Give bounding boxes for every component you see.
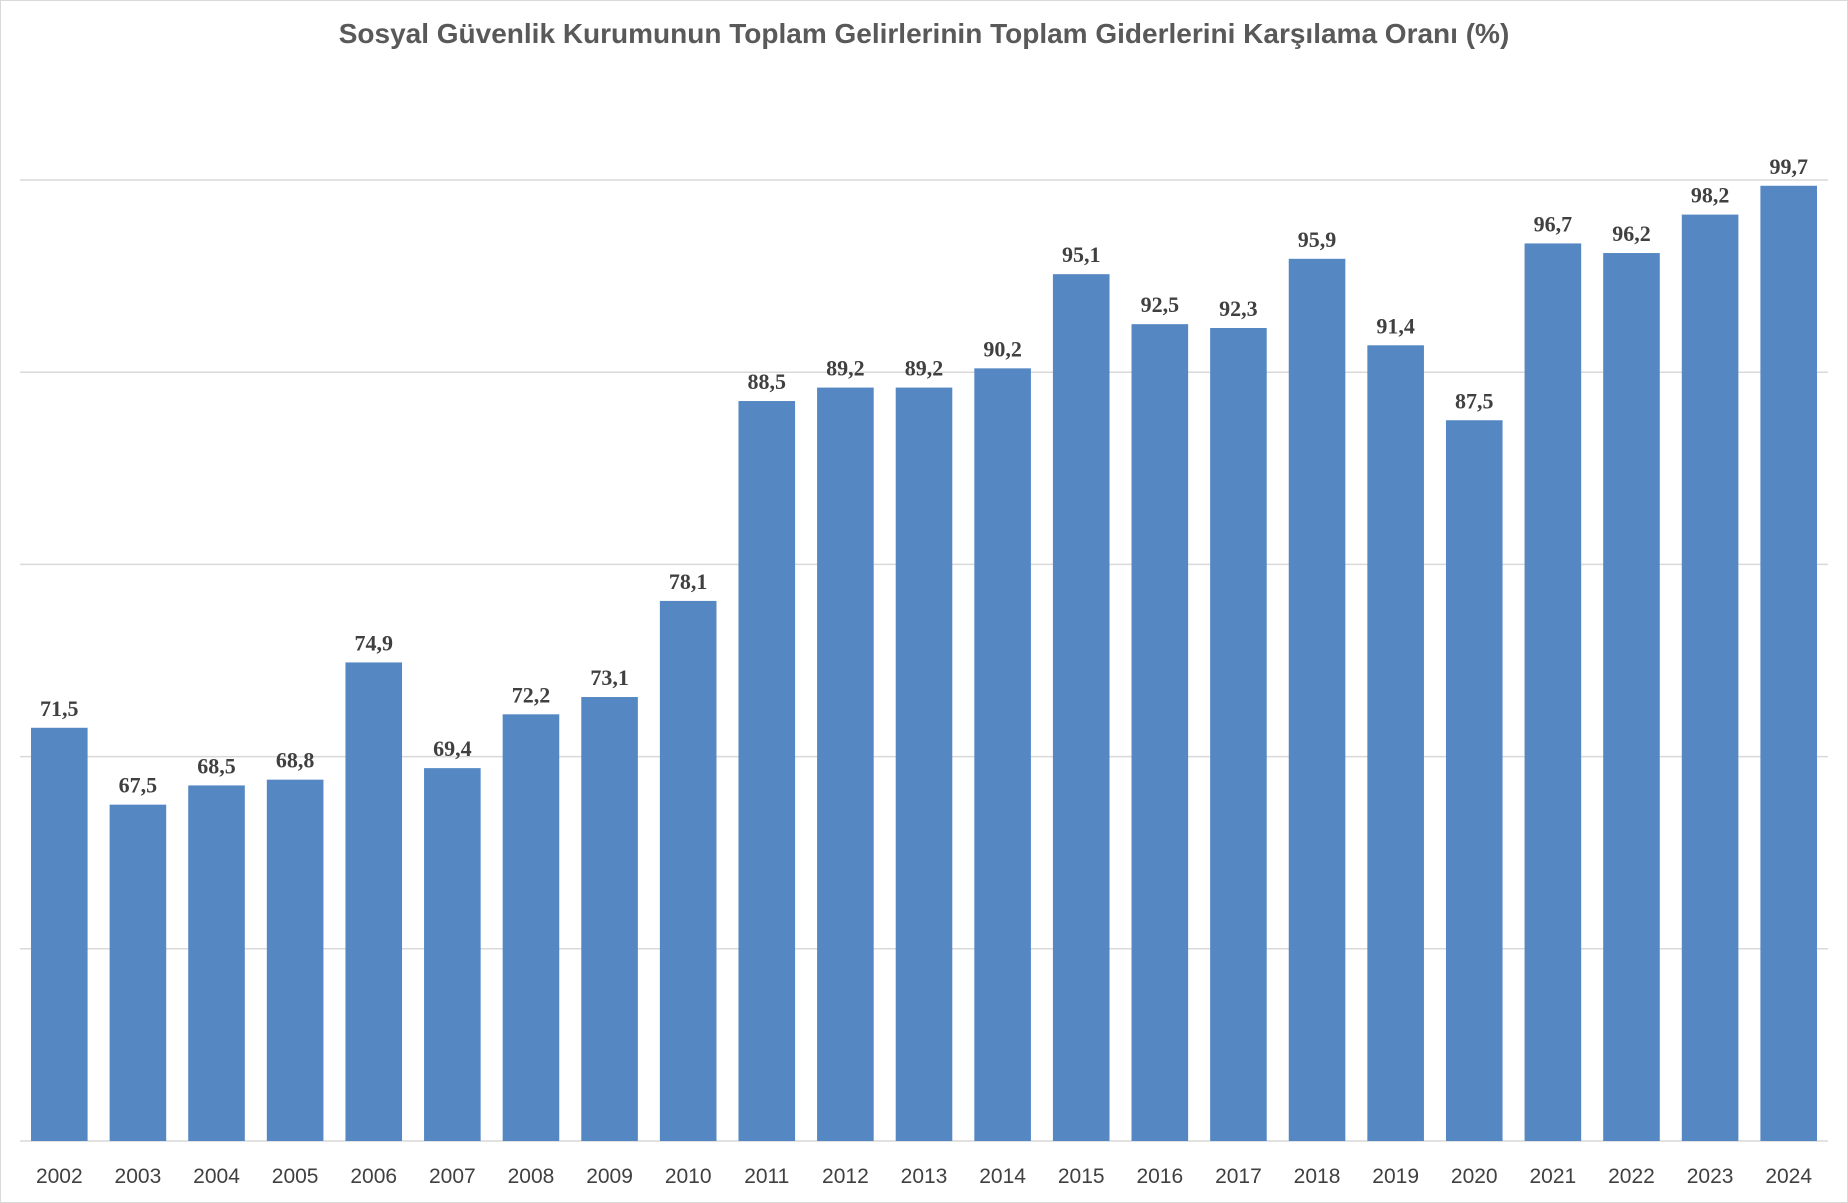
bar-2011 (738, 401, 796, 1141)
data-label-2016: 92,5 (1141, 292, 1180, 317)
x-tick-2022: 2022 (1608, 1165, 1655, 1188)
data-label-2013: 89,2 (905, 356, 944, 381)
data-label-2021: 96,7 (1534, 211, 1573, 236)
bar-2005 (266, 779, 324, 1141)
x-tick-2008: 2008 (508, 1165, 555, 1188)
data-label-2005: 68,8 (276, 748, 315, 773)
bar-2019 (1367, 345, 1424, 1141)
chart-title: Sosyal Güvenlik Kurumunun Toplam Gelirle… (338, 18, 1510, 49)
data-label-2024: 99,7 (1769, 154, 1808, 179)
bar-2016 (1131, 324, 1189, 1141)
data-label-2020: 87,5 (1455, 388, 1494, 413)
x-tick-2004: 2004 (193, 1165, 240, 1188)
bar-2013 (895, 387, 953, 1141)
data-label-2012: 89,2 (826, 356, 865, 381)
bar-2010 (659, 600, 717, 1141)
bar-2003 (109, 804, 167, 1141)
data-label-2014: 90,2 (983, 336, 1022, 361)
x-tick-2010: 2010 (665, 1165, 712, 1188)
x-tick-2021: 2021 (1530, 1165, 1577, 1188)
data-label-2009: 73,1 (590, 665, 629, 690)
bar-2006 (345, 662, 403, 1141)
x-tick-2023: 2023 (1687, 1165, 1734, 1188)
data-label-2017: 92,3 (1219, 296, 1258, 321)
bar-2021 (1524, 243, 1582, 1141)
x-tick-2011: 2011 (744, 1165, 789, 1188)
bars (31, 185, 1817, 1142)
bar-2002 (31, 727, 88, 1141)
bar-2024 (1760, 185, 1817, 1142)
data-label-2011: 88,5 (748, 369, 787, 394)
x-tick-2018: 2018 (1294, 1165, 1341, 1188)
bar-2015 (1052, 274, 1110, 1142)
bar-2023 (1681, 214, 1739, 1141)
bar-2018 (1288, 258, 1346, 1141)
data-label-2002: 71,5 (40, 696, 79, 721)
data-label-2022: 96,2 (1612, 221, 1651, 246)
data-label-2023: 98,2 (1691, 183, 1730, 208)
data-label-2019: 91,4 (1376, 313, 1415, 338)
x-tick-2007: 2007 (429, 1165, 476, 1188)
x-tick-2019: 2019 (1372, 1165, 1419, 1188)
bar-2020 (1445, 420, 1503, 1141)
bar-2008 (502, 714, 560, 1141)
bar-2022 (1603, 253, 1660, 1141)
bar-2017 (1210, 327, 1267, 1141)
data-label-2010: 78,1 (669, 569, 708, 594)
x-tick-2024: 2024 (1765, 1165, 1812, 1188)
x-tick-2006: 2006 (350, 1165, 397, 1188)
data-label-2006: 74,9 (354, 630, 393, 655)
x-tick-2014: 2014 (979, 1165, 1026, 1188)
data-label-2004: 68,5 (197, 753, 236, 778)
data-label-2015: 95,1 (1062, 242, 1101, 267)
data-label-2007: 69,4 (433, 736, 472, 761)
x-tick-2002: 2002 (36, 1165, 83, 1188)
x-tick-2017: 2017 (1215, 1165, 1262, 1188)
bar-2004 (188, 785, 245, 1141)
x-tick-2013: 2013 (901, 1165, 948, 1188)
x-tick-2020: 2020 (1451, 1165, 1498, 1188)
data-label-2003: 67,5 (119, 773, 158, 798)
bar-2014 (974, 368, 1031, 1142)
bar-2009 (581, 697, 638, 1141)
data-labels: 71,5 67,5 68,5 68,8 74,9 69,4 72,2 73,1 78,1 88,5… (40, 154, 1808, 798)
x-tick-2003: 2003 (115, 1165, 162, 1188)
bar-2012 (817, 387, 874, 1141)
x-tick-2009: 2009 (586, 1165, 633, 1188)
x-tick-2012: 2012 (822, 1165, 869, 1188)
x-tick-2005: 2005 (272, 1165, 319, 1188)
data-label-2008: 72,2 (512, 682, 551, 707)
data-label-2018: 95,9 (1298, 227, 1337, 252)
bar-2007 (424, 768, 481, 1141)
x-tick-2015: 2015 (1058, 1165, 1105, 1188)
x-tick-2016: 2016 (1136, 1165, 1183, 1188)
x-axis-ticks: 2002 2003 2004 2005 2006 2007 2008 2009 2010 2011… (36, 1165, 1812, 1188)
